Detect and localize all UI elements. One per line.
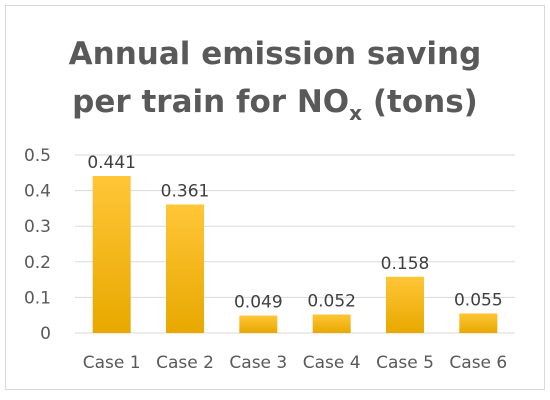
x-tick-label: Case 6 [449,353,507,373]
x-tick-label: Case 3 [229,353,287,373]
x-tick-label: Case 2 [156,353,214,373]
x-tick-label: Case 5 [376,353,434,373]
data-label: 0.158 [381,254,430,274]
x-tick-label: Case 1 [83,353,141,373]
y-tick-label: 0.3 [24,217,51,237]
data-label: 0.052 [307,291,356,311]
chart-title-line-2: per train for NOx (tons) [0,78,550,137]
bar [166,204,204,333]
chart-title-subscript: x [349,101,363,125]
y-tick-label: 0.1 [24,288,51,308]
chart-title: Annual emission saving per train for NOx… [0,30,550,137]
bar [312,314,351,333]
y-tick-label: 0 [40,324,51,344]
x-axis-tick-labels: Case 1 Case 2 Case 3 Case 4 Case 5 Case 6 [83,353,507,373]
data-label: 0.441 [87,153,136,173]
chart-title-line-1: Annual emission saving [68,36,482,72]
bar [92,176,131,333]
y-tick-label: 0.2 [24,253,51,273]
data-labels: 0.441 0.361 0.049 0.052 0.158 0.055 [87,153,502,313]
bar [459,313,498,333]
y-axis-tick-labels: 0 0.1 0.2 0.3 0.4 0.5 [24,146,51,344]
x-tick-label: Case 4 [303,353,361,373]
y-tick-label: 0.4 [24,182,51,202]
bars [92,176,498,333]
chart-title-line-2-prefix: per train for NO [72,84,350,120]
chart-title-line-2-suffix: (tons) [362,84,478,120]
y-tick-label: 0.5 [24,146,51,166]
bar [239,315,278,333]
data-label: 0.361 [161,181,210,201]
data-label: 0.055 [454,290,503,310]
gridlines [75,154,515,334]
bar [386,276,424,333]
data-label: 0.049 [234,293,283,313]
